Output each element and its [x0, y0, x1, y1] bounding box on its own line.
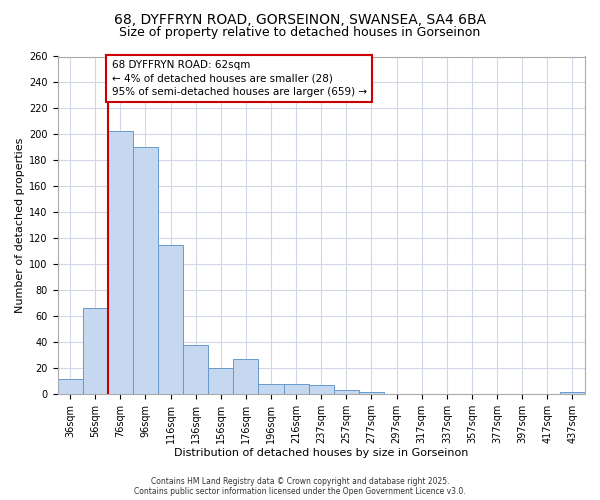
Bar: [233, 359, 259, 394]
Bar: [133, 148, 158, 394]
Bar: [259, 384, 284, 394]
Bar: [334, 390, 359, 394]
Bar: [359, 392, 384, 394]
Bar: [183, 345, 208, 394]
Text: 68, DYFFRYN ROAD, GORSEINON, SWANSEA, SA4 6BA: 68, DYFFRYN ROAD, GORSEINON, SWANSEA, SA…: [114, 12, 486, 26]
Bar: [560, 392, 585, 394]
Text: 68 DYFFRYN ROAD: 62sqm
← 4% of detached houses are smaller (28)
95% of semi-deta: 68 DYFFRYN ROAD: 62sqm ← 4% of detached …: [112, 60, 367, 97]
Bar: [308, 385, 334, 394]
Text: Contains HM Land Registry data © Crown copyright and database right 2025.
Contai: Contains HM Land Registry data © Crown c…: [134, 476, 466, 496]
Bar: [208, 368, 233, 394]
Y-axis label: Number of detached properties: Number of detached properties: [15, 138, 25, 313]
Bar: [83, 308, 108, 394]
Bar: [284, 384, 308, 394]
Bar: [158, 245, 183, 394]
Text: Size of property relative to detached houses in Gorseinon: Size of property relative to detached ho…: [119, 26, 481, 39]
Bar: [108, 130, 133, 394]
Bar: [58, 378, 83, 394]
X-axis label: Distribution of detached houses by size in Gorseinon: Distribution of detached houses by size …: [174, 448, 469, 458]
